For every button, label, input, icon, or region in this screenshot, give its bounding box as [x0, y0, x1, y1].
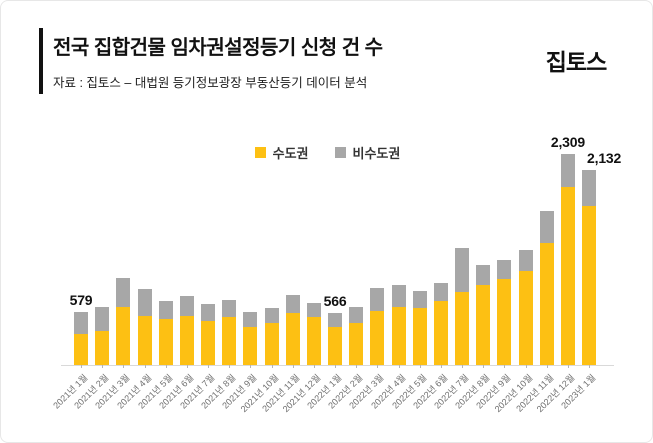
bar-segment-capital — [433, 301, 448, 365]
bar-segment-noncapital — [243, 311, 258, 327]
bar-segment-noncapital — [476, 264, 491, 285]
x-axis-tick — [440, 365, 442, 368]
x-axis-tick — [313, 365, 315, 368]
bar-chart-plot-area: 2021년 1월 2021년 2월 2021년 3월 2021년 4월 2021년 5월… — [51, 134, 621, 414]
bar-segment-capital — [264, 322, 279, 365]
title-accent-bar — [39, 28, 43, 94]
x-axis-tick — [589, 365, 591, 368]
bar-segment-capital — [95, 330, 110, 365]
x-axis-tick — [229, 365, 231, 368]
bar-segment-noncapital — [74, 312, 88, 334]
x-axis-tick — [186, 365, 188, 368]
bar-segment-capital — [497, 279, 512, 365]
bar-segment-capital — [306, 317, 321, 365]
x-axis-tick — [208, 365, 210, 368]
x-axis-tick — [165, 365, 167, 368]
bar-value-annotation: 579 — [69, 292, 93, 309]
x-axis-tick — [356, 365, 358, 368]
bar-segment-noncapital — [201, 304, 216, 321]
bar-segment-noncapital — [285, 295, 300, 314]
x-axis-tick — [419, 365, 421, 368]
x-axis-tick — [546, 365, 548, 368]
brand-logo: 집토스 — [545, 49, 607, 75]
bar-segment-noncapital — [116, 278, 131, 308]
x-axis-tick — [102, 365, 104, 368]
x-axis-tick — [123, 365, 125, 368]
x-axis-tick — [398, 365, 400, 368]
page-title: 전국 집합건물 임차권설정등기 신청 건 수 — [53, 37, 383, 59]
bar-value-annotation: 2,309 — [550, 133, 585, 150]
x-axis-tick — [377, 365, 379, 368]
bar-segment-capital — [74, 333, 88, 365]
bar-segment-noncapital — [264, 308, 279, 323]
bar-segment-capital — [370, 310, 385, 365]
bar-segment-capital — [539, 243, 554, 365]
bar-segment-noncapital — [539, 210, 554, 244]
bar-segment-noncapital — [158, 300, 173, 319]
bar-segment-capital — [222, 317, 237, 365]
bar-segment-capital — [476, 284, 491, 365]
bar-segment-capital — [285, 313, 300, 365]
bar-segment-noncapital — [391, 285, 406, 307]
x-axis-tick — [483, 365, 485, 368]
bar-segment-noncapital — [497, 259, 512, 280]
x-axis-tick — [567, 365, 569, 368]
bar-segment-noncapital — [306, 303, 321, 318]
bar-segment-capital — [560, 187, 575, 365]
bar-segment-capital — [349, 322, 364, 365]
x-axis-tick — [462, 365, 464, 368]
bar-segment-noncapital — [349, 306, 364, 323]
x-axis-tick — [81, 365, 82, 368]
bar-segment-capital — [137, 315, 152, 365]
bar-segment-capital — [243, 326, 258, 365]
bar-segment-noncapital — [328, 313, 343, 327]
x-axis-tick — [504, 365, 506, 368]
bar-segment-noncapital — [137, 289, 152, 316]
x-axis-tick — [292, 365, 294, 368]
bar-segment-capital — [412, 308, 427, 365]
x-axis-tick — [271, 365, 273, 368]
bar-value-annotation: 2,132 — [587, 150, 622, 167]
x-axis-tick — [335, 365, 337, 368]
bar-segment-capital — [158, 318, 173, 365]
bar-segment-noncapital — [179, 295, 194, 316]
bar-segment-noncapital — [370, 287, 385, 311]
bar-segment-capital — [328, 326, 343, 365]
bar-segment-noncapital — [518, 250, 533, 272]
x-axis-tick — [250, 365, 252, 368]
bar-segment-capital — [455, 291, 470, 365]
bar-value-annotation: 566 — [323, 293, 347, 310]
bar-segment-noncapital — [455, 247, 470, 292]
bar-segment-noncapital — [560, 153, 575, 188]
bar-segment-noncapital — [582, 170, 597, 207]
bar-segment-noncapital — [95, 307, 110, 331]
bar-segment-noncapital — [433, 283, 448, 301]
x-axis-tick — [144, 365, 146, 368]
x-axis-tick — [525, 365, 527, 368]
source-note: 자료 : 집토스 – 대법원 등기정보광장 부동산등기 데이터 분석 — [53, 76, 368, 90]
bar-segment-noncapital — [222, 300, 237, 318]
bar-segment-capital — [582, 206, 597, 365]
bar-segment-capital — [179, 315, 194, 365]
bar-segment-capital — [116, 307, 131, 365]
bar-segment-capital — [518, 271, 533, 365]
bar-segment-capital — [391, 306, 406, 365]
bar-segment-noncapital — [412, 290, 427, 309]
bar-segment-capital — [201, 320, 216, 365]
